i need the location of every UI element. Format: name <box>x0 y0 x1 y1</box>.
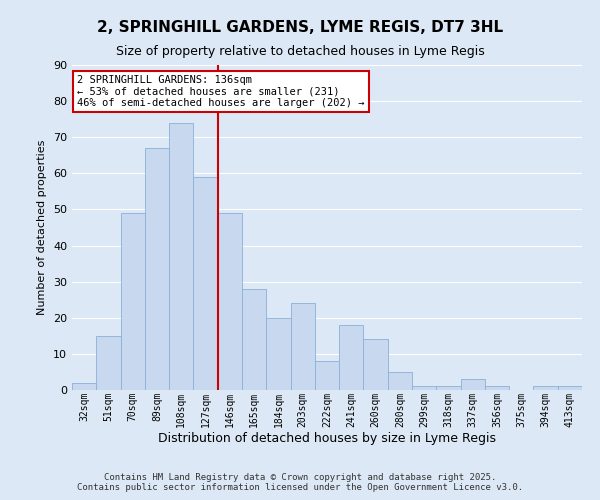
Bar <box>121 213 145 390</box>
Bar <box>339 325 364 390</box>
Bar <box>242 289 266 390</box>
Bar <box>461 379 485 390</box>
Text: Size of property relative to detached houses in Lyme Regis: Size of property relative to detached ho… <box>116 45 484 58</box>
Text: 2, SPRINGHILL GARDENS, LYME REGIS, DT7 3HL: 2, SPRINGHILL GARDENS, LYME REGIS, DT7 3… <box>97 20 503 35</box>
Bar <box>315 361 339 390</box>
Bar <box>388 372 412 390</box>
Bar <box>145 148 169 390</box>
Text: 2 SPRINGHILL GARDENS: 136sqm
← 53% of detached houses are smaller (231)
46% of s: 2 SPRINGHILL GARDENS: 136sqm ← 53% of de… <box>77 74 365 108</box>
Bar <box>290 304 315 390</box>
Y-axis label: Number of detached properties: Number of detached properties <box>37 140 47 315</box>
Text: Contains HM Land Registry data © Crown copyright and database right 2025.
Contai: Contains HM Land Registry data © Crown c… <box>77 473 523 492</box>
Bar <box>558 386 582 390</box>
Bar <box>193 177 218 390</box>
Bar <box>266 318 290 390</box>
X-axis label: Distribution of detached houses by size in Lyme Regis: Distribution of detached houses by size … <box>158 432 496 445</box>
Bar <box>485 386 509 390</box>
Bar <box>533 386 558 390</box>
Bar <box>364 340 388 390</box>
Bar <box>436 386 461 390</box>
Bar <box>96 336 121 390</box>
Bar <box>412 386 436 390</box>
Bar <box>72 383 96 390</box>
Bar <box>218 213 242 390</box>
Bar <box>169 123 193 390</box>
